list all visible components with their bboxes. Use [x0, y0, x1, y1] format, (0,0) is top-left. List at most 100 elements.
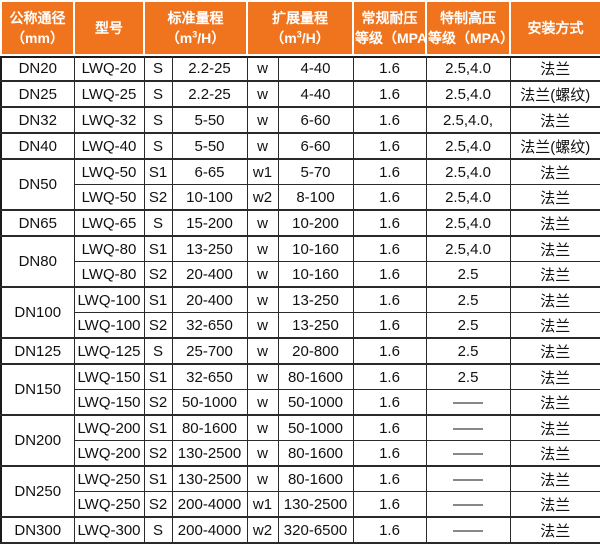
normal-pressure-cell: 1.6 — [352, 132, 427, 160]
extended-code-cell: w — [246, 312, 279, 339]
header-normal-pressure-line1: 常规耐压 — [361, 9, 418, 26]
extended-code-cell: w2 — [246, 184, 279, 211]
header-install-method-label: 安装方式 — [527, 19, 584, 36]
table-row: DN125 LWQ-125 S 25-700 w 20-800 1.6 2.5 法兰 — [0, 337, 600, 365]
high-pressure-cell: 2.5 — [425, 363, 511, 390]
install-method-cell: 法兰 — [509, 106, 600, 134]
table-row: DN25 LWQ-25 S 2.2-25 w 4-40 1.6 2.5,4.0 法兰(螺纹) — [0, 80, 600, 108]
high-pressure-cell: —— — [425, 389, 511, 416]
standard-code-cell: S2 — [143, 261, 173, 288]
extended-code-cell: w — [246, 389, 279, 416]
standard-range-cell: 25-700 — [171, 337, 248, 365]
high-pressure-cell: —— — [425, 465, 511, 492]
header-nominal-diameter-line1: 公称通径 — [9, 9, 66, 26]
standard-range-cell: 13-250 — [171, 235, 248, 262]
normal-pressure-cell: 1.6 — [352, 312, 427, 339]
table-row: DN40 LWQ-40 S 5-50 w 6-60 1.6 2.5,4.0 法兰(螺纹) — [0, 132, 600, 160]
table-row: DN32 LWQ-32 S 5-50 w 6-60 1.6 2.5,4.0, 法兰 — [0, 106, 600, 134]
extended-code-cell: w1 — [246, 491, 279, 518]
standard-code-cell: S — [143, 337, 173, 365]
header-standard-range-line1: 标准量程 — [167, 9, 224, 26]
extended-code-cell: w — [246, 363, 279, 390]
model-cell: LWQ-40 — [73, 132, 145, 160]
extended-range-cell: 10-200 — [277, 209, 354, 237]
standard-range-cell: 130-2500 — [171, 440, 248, 467]
install-method-cell: 法兰 — [509, 440, 600, 467]
install-method-cell: 法兰 — [509, 209, 600, 237]
model-cell: LWQ-50 — [73, 158, 145, 185]
standard-range-cell: 5-50 — [171, 132, 248, 160]
normal-pressure-cell: 1.6 — [352, 440, 427, 467]
install-method-cell: 法兰 — [509, 184, 600, 211]
install-method-cell: 法兰(螺纹) — [509, 80, 600, 108]
standard-range-cell: 2.2-25 — [171, 80, 248, 108]
table-row: DN20 LWQ-20 S 2.2-25 w 4-40 1.6 2.5,4.0 法兰 — [0, 54, 600, 82]
install-method-cell: 法兰 — [509, 337, 600, 365]
extended-code-cell: w2 — [246, 516, 279, 544]
nominal-diameter-cell: DN300 — [0, 516, 75, 544]
table-row: DN100 LWQ-100 S1 20-400 w 13-250 1.6 2.5 法兰 — [0, 286, 600, 339]
header-high-pressure-line1: 特制高压 — [440, 9, 496, 26]
standard-code-cell: S2 — [143, 184, 173, 211]
high-pressure-cell: 2.5,4.0 — [425, 209, 511, 237]
header-install-method: 安装方式 — [509, 0, 600, 56]
nominal-diameter-cell: DN200 — [0, 414, 75, 467]
standard-range-cell: 10-100 — [171, 184, 248, 211]
install-method-cell: 法兰 — [509, 158, 600, 185]
normal-pressure-cell: 1.6 — [352, 209, 427, 237]
nominal-diameter-cell: DN125 — [0, 337, 75, 365]
table-row: DN150 LWQ-150 S1 32-650 w 80-1600 1.6 2.5 法兰 — [0, 363, 600, 416]
standard-range-cell: 2.2-25 — [171, 54, 248, 82]
install-method-cell: 法兰 — [509, 465, 600, 492]
header-extended-range-line1: 扩展量程 — [272, 9, 328, 26]
extended-range-cell: 50-1000 — [277, 389, 354, 416]
header-normal-pressure: 常规耐压 等级（MPA） — [352, 0, 427, 56]
extended-range-cell: 20-800 — [277, 337, 354, 365]
high-pressure-cell: —— — [425, 414, 511, 441]
header-row: 公称通径 （mm） 型号 标准量程 （m3/H） 扩展量程 （m3/H） 常规耐… — [0, 0, 600, 56]
nominal-diameter-cell: DN250 — [0, 465, 75, 518]
table-row: DN300 LWQ-300 S 200-4000 w2 320-6500 1.6 —— 法兰 — [0, 516, 600, 544]
extended-code-cell: w — [246, 209, 279, 237]
install-method-cell: 法兰 — [509, 491, 600, 518]
header-high-pressure: 特制高压 等级（MPA） — [425, 0, 511, 56]
extended-range-cell: 4-40 — [277, 80, 354, 108]
nominal-diameter-cell: DN80 — [0, 235, 75, 288]
model-cell: LWQ-250 — [73, 465, 145, 492]
high-pressure-cell: 2.5,4.0 — [425, 235, 511, 262]
standard-code-cell: S — [143, 80, 173, 108]
normal-pressure-cell: 1.6 — [352, 106, 427, 134]
extended-code-cell: w — [246, 286, 279, 313]
extended-code-cell: w — [246, 132, 279, 160]
header-extended-range: 扩展量程 （m3/H） — [246, 0, 354, 56]
standard-range-cell: 200-4000 — [171, 516, 248, 544]
extended-code-cell: w — [246, 235, 279, 262]
high-pressure-cell: —— — [425, 516, 511, 544]
standard-range-cell: 32-650 — [171, 312, 248, 339]
normal-pressure-cell: 1.6 — [352, 337, 427, 365]
install-method-cell: 法兰(螺纹) — [509, 132, 600, 160]
install-method-cell: 法兰 — [509, 54, 600, 82]
standard-range-cell: 20-400 — [171, 261, 248, 288]
extended-range-cell: 4-40 — [277, 54, 354, 82]
extended-code-cell: w — [246, 440, 279, 467]
standard-range-cell: 200-4000 — [171, 491, 248, 518]
normal-pressure-cell: 1.6 — [352, 184, 427, 211]
normal-pressure-cell: 1.6 — [352, 54, 427, 82]
standard-code-cell: S1 — [143, 286, 173, 313]
high-pressure-cell: 2.5 — [425, 337, 511, 365]
table-row: LWQ-150 S2 50-1000 w 50-1000 1.6 —— 法兰 — [1, 389, 600, 416]
standard-code-cell: S1 — [143, 414, 173, 441]
nominal-diameter-cell: DN25 — [0, 80, 75, 108]
extended-range-cell: 80-1600 — [277, 440, 354, 467]
standard-code-cell: S — [143, 106, 173, 134]
standard-range-cell: 15-200 — [171, 209, 248, 237]
normal-pressure-cell: 1.6 — [352, 286, 427, 313]
extended-range-cell: 6-60 — [277, 106, 354, 134]
table-row: DN200 LWQ-200 S1 80-1600 w 50-1000 1.6 —— 法兰 — [0, 414, 600, 467]
header-model-label: 型号 — [95, 19, 123, 36]
model-cell: LWQ-100 — [73, 286, 145, 313]
table-row: LWQ-100 S2 32-650 w 13-250 1.6 2.5 法兰 — [1, 312, 600, 339]
extended-code-cell: w — [246, 106, 279, 134]
high-pressure-cell: 2.5,4.0 — [425, 132, 511, 160]
